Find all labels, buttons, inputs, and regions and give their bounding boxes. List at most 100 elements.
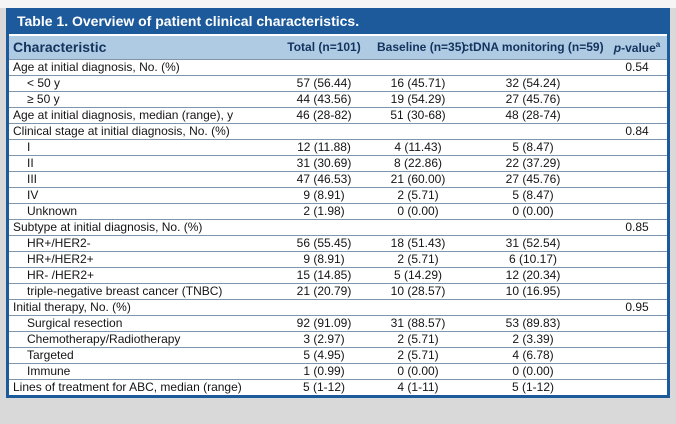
pvalue-cell (607, 75, 667, 92)
table-row: HR+/HER2+ 9 (8.91) 2 (5.71) 6 (10.17) (9, 251, 667, 268)
pvalue-cell (607, 107, 667, 124)
table-title-bar: Table 1. Overview of patient clinical ch… (9, 8, 667, 34)
total-cell: 9 (8.91) (271, 251, 377, 268)
characteristic-cell: Unknown (9, 203, 271, 220)
total-cell: 3 (2.97) (271, 331, 377, 348)
baseline-cell: 5 (14.29) (377, 267, 459, 284)
table-container: Table 1. Overview of patient clinical ch… (6, 8, 670, 398)
baseline-cell: 10 (28.57) (377, 283, 459, 300)
total-cell (271, 123, 377, 140)
baseline-cell: 51 (30-68) (377, 107, 459, 124)
baseline-cell: 2 (5.71) (377, 251, 459, 268)
pvalue-rest: -value (621, 40, 656, 55)
characteristic-cell: HR+/HER2- (9, 235, 271, 252)
baseline-cell (377, 299, 459, 316)
table-row: Lines of treatment for ABC, median (rang… (9, 379, 667, 395)
total-cell: 31 (30.69) (271, 155, 377, 172)
characteristic-cell: HR- /HER2+ (9, 267, 271, 284)
pvalue-footnote-marker: a (655, 39, 661, 49)
total-cell: 12 (11.88) (271, 139, 377, 156)
pvalue-cell: 0.84 (607, 123, 667, 140)
characteristic-cell: ≥ 50 y (9, 91, 271, 108)
table-row: III 47 (46.53) 21 (60.00) 27 (45.76) (9, 171, 667, 188)
total-cell (271, 219, 377, 236)
baseline-cell (377, 123, 459, 140)
total-cell: 92 (91.09) (271, 315, 377, 332)
ctdna-cell (459, 123, 607, 140)
total-cell: 5 (4.95) (271, 347, 377, 364)
ctdna-cell: 4 (6.78) (459, 347, 607, 364)
table-row: II 31 (30.69) 8 (22.86) 22 (37.29) (9, 155, 667, 172)
table-row: IV 9 (8.91) 2 (5.71) 5 (8.47) (9, 187, 667, 204)
baseline-cell (377, 219, 459, 236)
table-row: Initial therapy, No. (%) 0.95 (9, 299, 667, 316)
pvalue-cell (607, 91, 667, 108)
pvalue-cell: 0.85 (607, 219, 667, 236)
total-cell: 44 (43.56) (271, 91, 377, 108)
column-header-ctdna-monitoring: ctDNA monitoring (n=59) (459, 36, 607, 60)
baseline-cell: 2 (5.71) (377, 347, 459, 364)
ctdna-cell: 48 (28-74) (459, 107, 607, 124)
table-row: Targeted 5 (4.95) 2 (5.71) 4 (6.78) (9, 347, 667, 364)
total-cell: 15 (14.85) (271, 267, 377, 284)
pvalue-cell (607, 331, 667, 348)
total-cell (271, 59, 377, 76)
baseline-cell: 18 (51.43) (377, 235, 459, 252)
pvalue-cell (607, 171, 667, 188)
baseline-cell: 16 (45.71) (377, 75, 459, 92)
pvalue-cell (607, 187, 667, 204)
ctdna-cell: 5 (8.47) (459, 187, 607, 204)
baseline-cell: 0 (0.00) (377, 203, 459, 220)
characteristic-cell: Clinical stage at initial diagnosis, No.… (9, 123, 271, 140)
pvalue-cell (607, 267, 667, 284)
title-header-divider (9, 34, 667, 36)
ctdna-cell: 5 (1-12) (511, 380, 555, 395)
characteristic-cell: Targeted (9, 347, 271, 364)
pvalue-p: p (613, 40, 622, 55)
pvalue-cell (607, 379, 667, 395)
page-top-margin (0, 0, 676, 8)
baseline-cell: 4 (1-11) (397, 380, 439, 395)
ctdna-cell: 2 (3.39) (459, 331, 607, 348)
ctdna-cell: 12 (20.34) (459, 267, 607, 284)
characteristic-cell: Age at initial diagnosis, median (range)… (9, 107, 271, 124)
ctdna-cell: 53 (89.83) (459, 315, 607, 332)
characteristic-cell: Lines of treatment for ABC, median (rang… (13, 380, 242, 395)
ctdna-cell: 0 (0.00) (459, 203, 607, 220)
ctdna-cell: 31 (52.54) (459, 235, 607, 252)
table-row: Age at initial diagnosis, No. (%) 0.54 (9, 59, 667, 76)
pvalue-cell: 0.54 (607, 59, 667, 76)
total-cell: 56 (55.45) (271, 235, 377, 252)
table-row: < 50 y 57 (56.44) 16 (45.71) 32 (54.24) (9, 75, 667, 92)
total-cell: 57 (56.44) (271, 75, 377, 92)
pvalue-cell (607, 235, 667, 252)
total-cell: 47 (46.53) (271, 171, 377, 188)
table-title: Table 1. Overview of patient clinical ch… (17, 13, 360, 29)
baseline-cell: 0 (0.00) (377, 363, 459, 380)
pvalue-cell (607, 347, 667, 364)
pvalue-cell (607, 315, 667, 332)
total-cell: 5 (1-12) (302, 380, 346, 395)
characteristic-cell: Age at initial diagnosis, No. (%) (9, 59, 271, 76)
characteristic-cell: Initial therapy, No. (%) (9, 299, 271, 316)
table-row: Unknown 2 (1.98) 0 (0.00) 0 (0.00) (9, 203, 667, 220)
total-cell: 2 (1.98) (271, 203, 377, 220)
characteristic-cell: Immune (9, 363, 271, 380)
total-cell: 9 (8.91) (271, 187, 377, 204)
characteristic-cell: Chemotherapy/Radiotherapy (9, 331, 271, 348)
ctdna-cell: 32 (54.24) (459, 75, 607, 92)
ctdna-cell: 5 (8.47) (459, 139, 607, 156)
characteristic-cell: HR+/HER2+ (9, 251, 271, 268)
pvalue-cell (607, 363, 667, 380)
pvalue-cell (607, 203, 667, 220)
characteristic-cell: I (9, 139, 271, 156)
table-row: HR+/HER2- 56 (55.45) 18 (51.43) 31 (52.54) (9, 235, 667, 252)
ctdna-cell: 6 (10.17) (459, 251, 607, 268)
ctdna-cell (459, 219, 607, 236)
column-header-pvalue: p-valuea (607, 36, 667, 60)
baseline-cell: 2 (5.71) (377, 187, 459, 204)
table-row: HR- /HER2+ 15 (14.85) 5 (14.29) 12 (20.34) (9, 267, 667, 284)
baseline-cell: 19 (54.29) (377, 91, 459, 108)
characteristic-cell: II (9, 155, 271, 172)
